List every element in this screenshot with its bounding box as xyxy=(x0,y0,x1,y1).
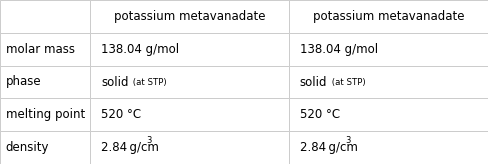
Text: 138.04 g/mol: 138.04 g/mol xyxy=(101,43,179,56)
Text: (at STP): (at STP) xyxy=(330,78,366,86)
Bar xyxy=(289,66,488,98)
Text: melting point: melting point xyxy=(6,108,85,121)
Text: potassium metavanadate: potassium metavanadate xyxy=(114,10,265,23)
Bar xyxy=(90,66,289,98)
Bar xyxy=(90,0,289,33)
Text: 3: 3 xyxy=(146,136,152,145)
Text: phase: phase xyxy=(6,75,41,89)
Bar xyxy=(90,98,289,131)
Bar xyxy=(0,98,90,131)
Text: 520 °C: 520 °C xyxy=(300,108,340,121)
Bar xyxy=(289,0,488,33)
Bar xyxy=(90,131,289,164)
Text: (at STP): (at STP) xyxy=(131,78,167,86)
Bar xyxy=(0,131,90,164)
Bar xyxy=(289,98,488,131)
Bar xyxy=(289,33,488,66)
Text: potassium metavanadate: potassium metavanadate xyxy=(313,10,464,23)
Text: solid: solid xyxy=(300,75,327,89)
Bar xyxy=(0,66,90,98)
Text: molar mass: molar mass xyxy=(6,43,75,56)
Text: solid: solid xyxy=(101,75,128,89)
Text: density: density xyxy=(6,141,49,154)
Text: 520 °C: 520 °C xyxy=(101,108,141,121)
Text: 3: 3 xyxy=(345,136,350,145)
Bar xyxy=(0,0,90,33)
Bar xyxy=(0,33,90,66)
Bar xyxy=(289,131,488,164)
Text: 2.84 g/cm: 2.84 g/cm xyxy=(300,141,358,154)
Bar xyxy=(90,33,289,66)
Text: 138.04 g/mol: 138.04 g/mol xyxy=(300,43,378,56)
Text: 2.84 g/cm: 2.84 g/cm xyxy=(101,141,159,154)
